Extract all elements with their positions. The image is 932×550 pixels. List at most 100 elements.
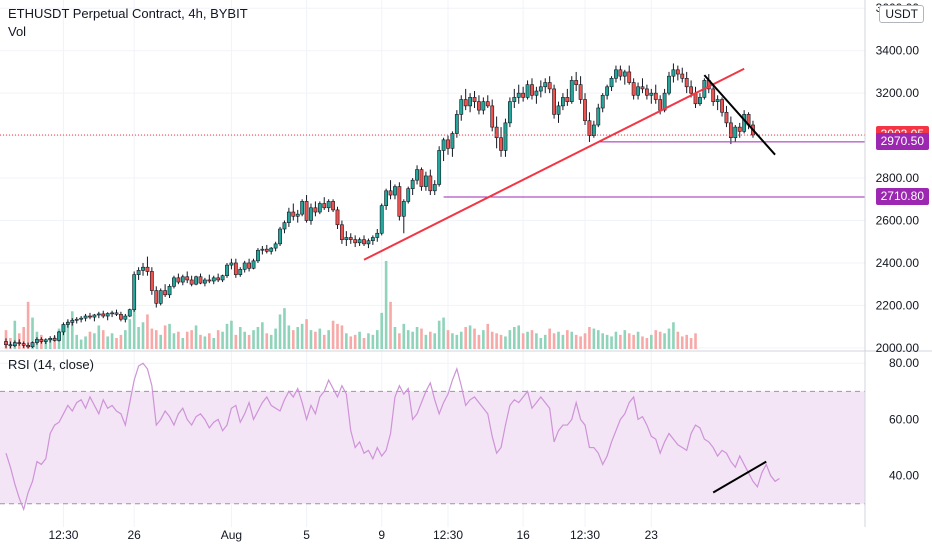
candle-body — [216, 277, 221, 281]
candle-body — [83, 315, 88, 319]
rsi-tick-label: 40.00 — [889, 469, 919, 483]
volume-bar — [535, 333, 538, 349]
time-tick-label: 9 — [378, 528, 385, 542]
volume-bar — [71, 311, 74, 349]
volume-bar — [190, 330, 193, 349]
candle-body — [446, 139, 450, 149]
volume-bar — [680, 336, 684, 349]
candle-body — [379, 205, 384, 234]
rsi-trendline[interactable] — [712, 460, 767, 494]
candle-body — [300, 201, 305, 215]
volume-bar — [53, 336, 56, 349]
candle-body — [667, 75, 671, 94]
candle-body — [507, 101, 512, 124]
volume-bar — [433, 333, 437, 349]
candle-body — [30, 342, 35, 348]
candle-body — [194, 276, 198, 285]
candle-body — [397, 186, 402, 217]
candle-body — [733, 126, 738, 139]
volume-bar — [75, 334, 79, 349]
time-tick-label: 12:30 — [433, 528, 463, 542]
volume-bar — [79, 339, 83, 349]
volume-bar — [442, 317, 445, 349]
time-tick-label: 12:30 — [570, 528, 600, 542]
volume-bar — [252, 330, 255, 349]
candle-body — [247, 262, 252, 269]
candle-body — [278, 228, 282, 245]
time-axis[interactable]: 12:30 26 Aug 5 9 12:30 16 12:30 23 — [48, 528, 658, 542]
candlesticks — [4, 63, 755, 349]
resistance-trendline[interactable] — [703, 74, 776, 156]
candle-body — [211, 277, 216, 282]
volume-bar — [583, 333, 587, 349]
price-tick-label: 3400.00 — [876, 44, 920, 58]
candle-body — [4, 341, 8, 345]
volume-bar — [619, 334, 622, 349]
candle-body — [167, 286, 172, 296]
volume-bar — [473, 328, 476, 349]
volume-bar — [490, 331, 494, 349]
volume-bar — [154, 330, 158, 349]
volume-bar — [667, 328, 671, 349]
candle-body — [423, 175, 428, 187]
volume-bar — [632, 334, 635, 349]
candle-body — [357, 239, 362, 244]
rsi-axis[interactable]: 40.00 60.00 80.00 — [889, 356, 919, 482]
level-tag-2970: 2970.50 — [875, 133, 929, 151]
candle-body — [591, 124, 596, 136]
volume-bar — [451, 333, 454, 349]
support-trendline[interactable] — [363, 67, 745, 261]
volume-bar — [296, 327, 300, 349]
candle-body — [366, 240, 371, 245]
candle-body — [525, 84, 530, 98]
candle-body — [605, 86, 610, 96]
volume-bar — [62, 323, 65, 349]
candle-body — [21, 343, 26, 346]
candle-body — [684, 77, 689, 88]
volume-bar — [137, 327, 140, 349]
candle-body — [627, 71, 632, 83]
volume-bar — [694, 333, 697, 349]
candle-body — [149, 271, 154, 291]
volume-bar — [256, 327, 260, 349]
volume-bar — [685, 334, 688, 349]
candle-body — [17, 342, 22, 344]
rsi-tick-label: 80.00 — [889, 356, 919, 370]
volume-bar — [13, 320, 17, 349]
candle-body — [636, 86, 640, 96]
volume-bar — [420, 328, 423, 349]
volume-bar — [141, 322, 145, 349]
volume-bar — [305, 319, 308, 349]
candle-body — [348, 237, 353, 240]
volume-bar — [66, 320, 70, 349]
price-axis[interactable]: 2000.002200.002400.002600.002800.003000.… — [876, 1, 920, 355]
volume-bar — [499, 334, 503, 349]
volume-bar — [216, 330, 220, 349]
candle-body — [715, 99, 720, 102]
candle-body — [251, 260, 256, 269]
volume-bar — [300, 323, 304, 349]
candle-body — [335, 209, 340, 226]
volume-bar — [504, 336, 507, 349]
volume-bar — [88, 331, 92, 349]
candle-body — [521, 92, 526, 98]
candle-body — [538, 86, 543, 92]
candle-body — [35, 339, 39, 343]
candle-body — [176, 277, 181, 283]
candle-body — [728, 122, 733, 139]
candle-body — [472, 97, 477, 102]
candle-body — [543, 82, 548, 88]
volume-bar — [406, 330, 410, 349]
candle-body — [384, 190, 389, 206]
candle-body — [242, 262, 247, 270]
candle-body — [269, 247, 274, 252]
candle-body — [105, 313, 110, 317]
volume-bar — [539, 338, 543, 349]
candle-body — [317, 203, 322, 213]
candle-body — [12, 342, 17, 347]
candle-body — [101, 313, 106, 317]
currency-button[interactable]: USDT — [879, 5, 924, 23]
volume-bar — [477, 334, 481, 349]
candle-body — [644, 88, 649, 96]
